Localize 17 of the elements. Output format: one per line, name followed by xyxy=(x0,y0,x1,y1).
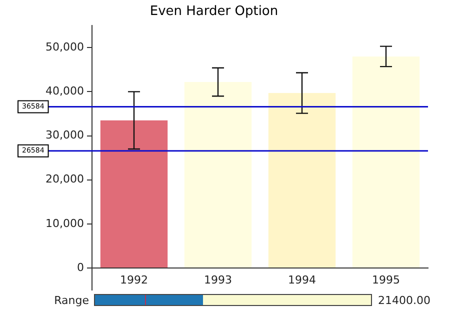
x-tick-label: 1992 xyxy=(120,273,148,286)
x-tick-label: 1993 xyxy=(204,273,232,286)
y-tick-label: 30,000 xyxy=(46,128,84,142)
text: Range xyxy=(54,294,89,307)
bar xyxy=(352,56,420,268)
y-tick-label: 40,000 xyxy=(46,84,84,98)
text: 21400.00 xyxy=(378,294,430,307)
bar xyxy=(268,93,336,268)
x-tick-label: 1994 xyxy=(288,273,316,286)
bar xyxy=(184,82,252,268)
bar xyxy=(100,120,168,268)
x-tick-label: 1995 xyxy=(372,273,400,286)
y-tick-label: 50,000 xyxy=(46,40,84,54)
chart-title: Even Harder Option xyxy=(150,4,278,20)
y-tick-label: 0 xyxy=(77,260,84,274)
y-tick-label: 20,000 xyxy=(46,172,84,186)
y-tick-label: 10,000 xyxy=(46,216,84,230)
